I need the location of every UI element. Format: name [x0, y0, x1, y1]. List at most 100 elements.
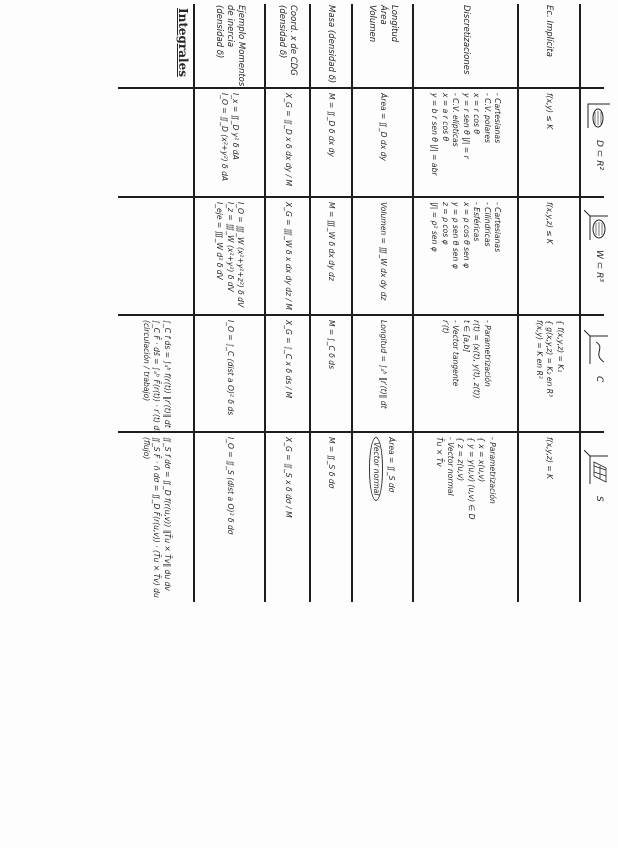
cell-text-line: - Parametrización	[488, 437, 497, 504]
cell-text-line: - Esféricas	[472, 202, 482, 242]
table-cell: ∫_C f ds = ∫ₐᵇ f(r(t)) ‖r′(t)‖ dt ∫_C F̄ …	[118, 315, 194, 432]
cell-text-line: r′(t)	[440, 320, 450, 334]
cell-text-line: I_z = ∭_W (x²+y²) δ dV	[225, 202, 235, 292]
table-cell: f(x,y) ≤ K	[518, 88, 580, 197]
cell-text-line: y = b r sen θ |J| = abr	[430, 93, 440, 176]
table-cell: M = ∫_C δ ds	[310, 315, 352, 432]
row-label: Coord. x de CDG (densidad δ)	[265, 0, 310, 88]
cell-text-line: T̄u × T̄v	[435, 437, 445, 467]
cell-text-line: I_O = ∬_D (x²+y²) δ dA	[220, 93, 230, 182]
cell-text-line: - Parametrización	[482, 320, 492, 387]
column-header-plane-region: D ⊂ R²	[582, 100, 616, 170]
cell-text-line: M = ∬_D δ dx dy	[327, 93, 337, 157]
plane-region-icon	[587, 103, 610, 128]
column-header-label: S	[594, 496, 604, 502]
row-label: Discretizaciones	[413, 0, 518, 88]
table-cell: ∬_S f dσ = ∬_D f(r(u,v)) ‖T̄u × T̄v‖ du …	[118, 432, 194, 600]
cell-text-line: - C.V. elípticas	[451, 93, 461, 147]
table-cell: X_G = ∭_W δ x dx dy dz / M	[265, 197, 310, 315]
table-cell: f(x,y,z) = K	[518, 432, 580, 600]
table-cell: Volumen = ∭_W dx dy dz	[352, 197, 413, 315]
cell-text-line: X_G = ∬_S x δ dσ / M	[283, 437, 293, 518]
cell-text-line: I_O = ∬_S (dist a O)² δ dσ	[225, 437, 235, 535]
column-header-label: W ⊂ R³	[594, 250, 604, 283]
table-cell: { f(x,y,z) = K₁{ g(x,y,z) = K₂ en R³ f(x,…	[518, 315, 580, 432]
table-cell	[118, 197, 194, 315]
table-cell: - Parametrización{ x = x(u,v){ y = y(u,v…	[413, 432, 518, 600]
cell-text-line: x = ρ cos θ sen φ	[461, 202, 471, 269]
cell-text-line: y = r sen θ |J| = r	[461, 93, 471, 159]
cell-text-line: (flujo)	[141, 437, 151, 460]
row-label: Ec. Implícita	[518, 0, 580, 88]
cell-text-line: I_O = ∫_C (dist a O)² δ ds	[225, 320, 235, 416]
cell-text-line: - Cilíndricas	[482, 202, 492, 247]
cell-text-line: Volumen = ∭_W dx dy dz	[378, 202, 388, 301]
table-cell: - Cartesianas - Cilíndricas - Esféricas x …	[413, 197, 518, 315]
cell-text-line: M = ∬_S δ dσ	[327, 437, 337, 489]
row-label: Ejemplo Momentos de inercia (densidad δ)	[194, 0, 265, 88]
cell-text-line: f(x,y) ≤ K	[545, 93, 555, 130]
table-cell: f(x,y,z) ≤ K	[518, 197, 580, 315]
cell-text-line: (circulación / trabajo)	[141, 320, 151, 402]
table-cell: M = ∭_W δ dx dy dz	[310, 197, 352, 315]
cell-text-line: ∫_C f ds = ∫ₐᵇ f(r(t)) ‖r′(t)‖ dt	[162, 320, 172, 428]
cell-text-line: Longitud	[389, 5, 399, 43]
cell-text-line: { y = y(u,v) (u,v) ∈ D	[467, 437, 476, 520]
cell-text-line: f(x,y,z) = K	[545, 437, 555, 479]
cell-text-line: f(x,y,z) ≤ K	[545, 202, 555, 244]
table-cell: Área = ∬_D dx dy	[352, 88, 413, 197]
cell-text-line: x = r cos θ	[472, 93, 482, 135]
cell-text-line: { f(x,y,z) = K₁	[555, 320, 565, 373]
cell-text-line: - Vector normal	[446, 437, 455, 496]
column-header-curve: C	[582, 330, 616, 382]
solid-region-icon	[584, 210, 608, 240]
cell-text-line: t ∈ [a,b]	[461, 320, 471, 353]
cell-text-line: { z = z(u,v)	[456, 437, 466, 482]
cell-text-line: Longitud = ∫ₐᵇ ‖r′(t)‖ dt	[378, 320, 388, 409]
cell-text-line: de inercia	[225, 5, 235, 48]
cell-text-line: (densidad δ)	[214, 5, 224, 59]
cell-text-line: X_G = ∭_W δ x dx dy dz / M	[283, 202, 293, 310]
table-cell: M = ∬_D δ dx dy	[310, 88, 352, 197]
cell-text-line: I_O = ∭_W (x²+y²+z²) δ dV	[236, 202, 246, 308]
table-cell: I_O = ∭_W (x²+y²+z²) δ dV I_z = ∭_W (x²+y…	[194, 197, 265, 315]
curve-icon	[584, 330, 608, 364]
cell-text-line: |J| = ρ² sen φ	[430, 202, 440, 252]
table-cell: X_G = ∬_S x δ dσ / M	[265, 432, 310, 600]
cell-text-line: Discretizaciones	[461, 5, 471, 75]
table-cell: I_x = ∬_D y² δ dA I_O = ∬_D (x²+y²) δ dA	[194, 88, 265, 197]
column-header-label: D ⊂ R²	[594, 140, 604, 171]
cell-text-line: x = a r cos θ	[440, 93, 450, 142]
cell-text-line: M = ∭_W δ dx dy dz	[327, 202, 337, 281]
cell-text-line: Volumen	[367, 5, 377, 43]
table-cell: M = ∬_S δ dσ	[310, 432, 352, 600]
row-label	[118, 0, 194, 88]
table-cell: Área = ∬_S dσ Vector normal	[352, 432, 413, 600]
column-header-solid-region: W ⊂ R³	[582, 210, 616, 282]
cell-text-line: Área = ∬_D dx dy	[378, 93, 388, 161]
table-cell: - Cartesianas - C.V. polares x = r cos θ …	[413, 88, 518, 197]
table-cell: - Parametrización r(t) = (x(t), y(t), z(t…	[413, 315, 518, 432]
column-header-label: C	[594, 376, 604, 383]
row-label: Longitud Área Volumen	[352, 0, 413, 88]
cell-text-line: Coord. x de CDG	[288, 5, 299, 76]
row-label: Masa (densidad δ)	[310, 0, 352, 88]
cell-text-line: I_eje = ∭_W d² δ dV	[215, 202, 225, 280]
integrals-summary-table: Integrales D ⊂ R² W ⊂ R³ C S Ec. Implíci…	[95, 0, 618, 610]
table-cell: I_O = ∫_C (dist a O)² δ ds	[194, 315, 265, 432]
cell-text-line: X_G = ∫_C x δ ds / M	[283, 320, 293, 399]
circled-note: Vector normal	[369, 437, 384, 501]
cell-text-line: r(t) = (x(t), y(t), z(t))	[472, 320, 482, 399]
cell-text-line: f(x,y) = K en R²	[534, 320, 544, 379]
cell-text-line: Área = ∬_S dσ	[387, 437, 396, 493]
cell-text-line: Ejemplo Momentos	[236, 5, 246, 87]
table-cell: X_G = ∫_C x δ ds / M	[265, 315, 310, 432]
cell-text-line: X_G = ∬_D x δ dx dy / M	[283, 93, 293, 187]
surface-icon	[584, 450, 608, 484]
table-cell: Longitud = ∫ₐᵇ ‖r′(t)‖ dt	[352, 315, 413, 432]
cell-text-line: Ec. Implícita	[544, 5, 555, 57]
cell-text-line: { g(x,y,z) = K₂ en R³	[545, 320, 555, 398]
table-cell: X_G = ∬_D x δ dx dy / M	[265, 88, 310, 197]
cell-text-line: - Cartesianas	[493, 202, 503, 253]
table-cell: I_O = ∬_S (dist a O)² δ dσ	[194, 432, 265, 600]
